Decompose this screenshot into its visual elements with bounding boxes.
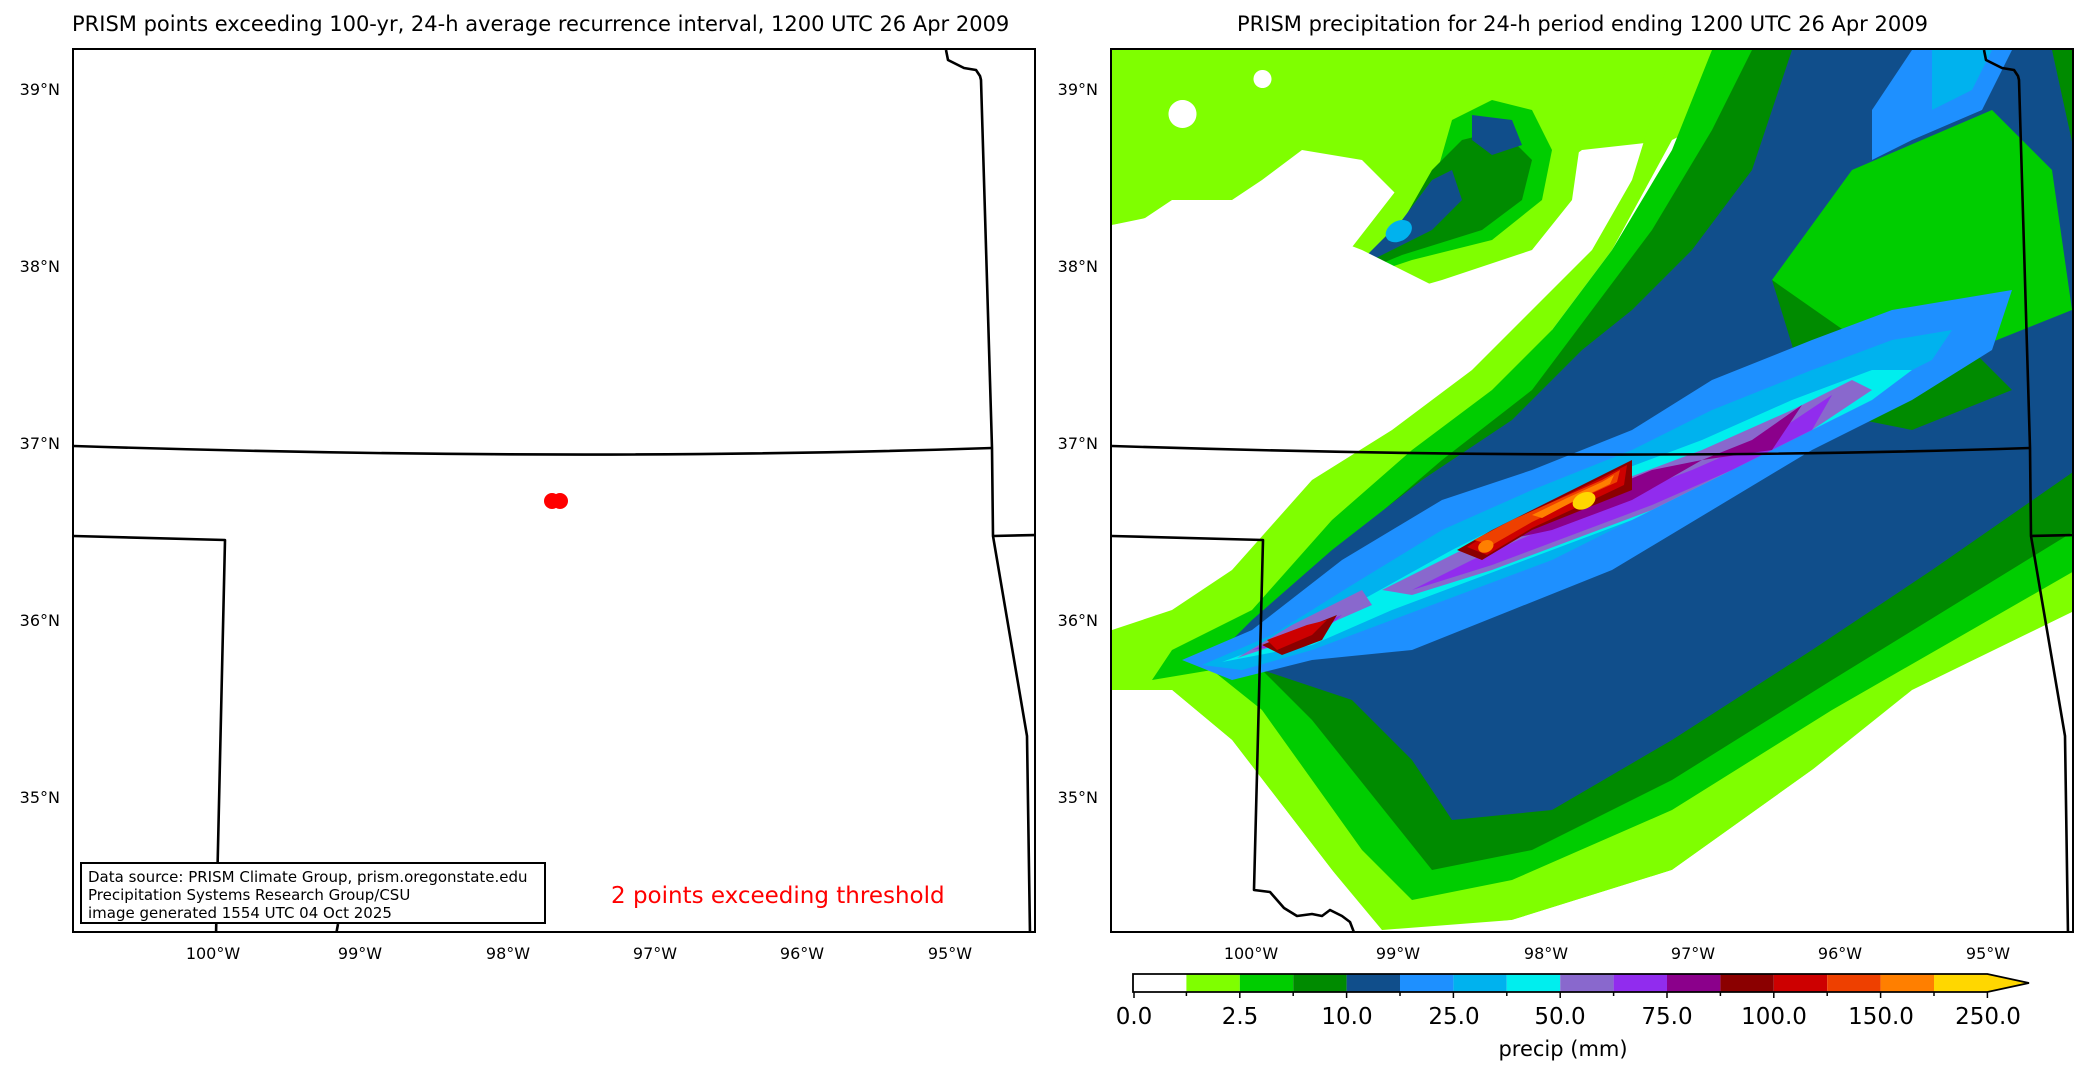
right-lon-tick-100w: 100°W — [1223, 944, 1279, 963]
left-map-frame — [72, 48, 1036, 933]
left-lat-tick-38: 38°N — [19, 257, 60, 276]
right-lon-tick-97w: 97°W — [1670, 944, 1716, 963]
source-line-3: image generated 1554 UTC 04 Oct 2025 — [88, 904, 392, 922]
exceedance-count-label: 2 points exceeding threshold — [611, 883, 945, 909]
source-line-2: Precipitation Systems Research Group/CSU — [88, 886, 411, 904]
colorbar-tick-25: 25.0 — [1428, 1004, 1480, 1030]
left-lon-tick-95w: 95°W — [927, 944, 973, 963]
left-lat-tick-39: 39°N — [19, 80, 60, 99]
colorbar-title: precip (mm) — [1498, 1037, 1628, 1061]
left-lat-tick-35: 35°N — [19, 788, 60, 807]
right-lon-tick-96w: 96°W — [1817, 944, 1863, 963]
colorbar-swatches — [1132, 973, 2030, 998]
colorbar-tick-100: 100.0 — [1741, 1004, 1807, 1030]
colorbar-tick-75: 75.0 — [1641, 1004, 1693, 1030]
right-lat-tick-39: 39°N — [1057, 80, 1098, 99]
left-lon-tick-99w: 99°W — [337, 944, 383, 963]
left-map-title: PRISM points exceeding 100-yr, 24-h aver… — [72, 12, 1010, 36]
left-lon-tick-100w: 100°W — [185, 944, 241, 963]
colorbar-tick-0: 0.0 — [1115, 1004, 1153, 1030]
precip-colorbar — [1132, 972, 2035, 998]
colorbar-tick-2-5: 2.5 — [1221, 1004, 1259, 1030]
left-lon-tick-98w: 98°W — [485, 944, 531, 963]
colorbar-tick-250: 250.0 — [1955, 1004, 2021, 1030]
right-lon-tick-98w: 98°W — [1523, 944, 1569, 963]
source-line-1: Data source: PRISM Climate Group, prism.… — [88, 868, 528, 886]
left-lat-tick-37: 37°N — [19, 434, 60, 453]
left-map-boundaries — [74, 50, 1034, 931]
data-source-box: Data source: PRISM Climate Group, prism.… — [80, 862, 546, 924]
right-map-title: PRISM precipitation for 24-h period endi… — [1237, 12, 1928, 36]
precip-contours — [1112, 50, 2072, 931]
colorbar-tick-10: 10.0 — [1321, 1004, 1373, 1030]
right-lon-tick-99w: 99°W — [1375, 944, 1421, 963]
left-lat-tick-36: 36°N — [19, 611, 60, 630]
right-lat-tick-36: 36°N — [1057, 611, 1098, 630]
colorbar-tick-150: 150.0 — [1848, 1004, 1914, 1030]
exceedance-points — [544, 493, 568, 509]
right-lat-tick-38: 38°N — [1057, 257, 1098, 276]
right-map-frame — [1110, 48, 2074, 933]
right-lat-tick-35: 35°N — [1057, 788, 1098, 807]
right-lat-tick-37: 37°N — [1057, 434, 1098, 453]
precip-field — [1112, 50, 2072, 931]
ks-ok-border — [74, 444, 993, 456]
colorbar-tick-50: 50.0 — [1534, 1004, 1586, 1030]
left-lon-tick-96w: 96°W — [779, 944, 825, 963]
right-lon-tick-95w: 95°W — [1965, 944, 2011, 963]
left-lon-tick-97w: 97°W — [632, 944, 678, 963]
exceedance-point — [552, 493, 568, 509]
